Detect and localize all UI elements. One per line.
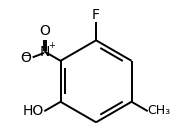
Text: N: N: [40, 45, 50, 59]
Text: −: −: [22, 51, 31, 61]
Text: O: O: [40, 24, 51, 38]
Text: CH₃: CH₃: [148, 104, 171, 117]
Text: +: +: [48, 41, 55, 50]
Text: O: O: [20, 51, 31, 65]
Text: HO: HO: [23, 104, 44, 118]
Text: F: F: [92, 8, 100, 22]
